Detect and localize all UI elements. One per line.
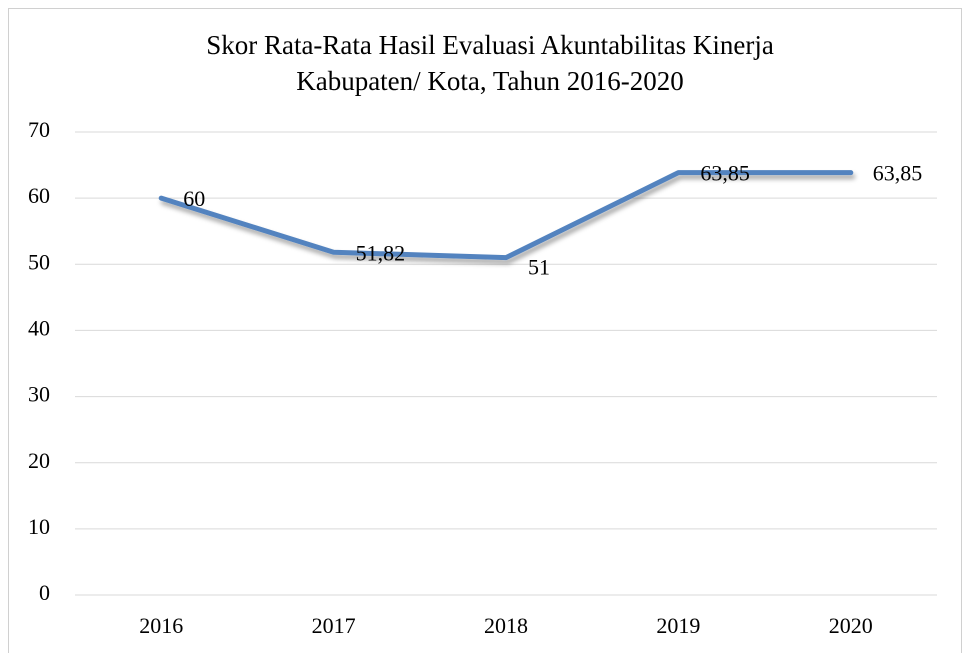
chart-title: Skor Rata-Rata Hasil Evaluasi Akuntabili… bbox=[206, 30, 774, 60]
y-tick-label: 50 bbox=[28, 249, 50, 274]
x-tick-label: 2017 bbox=[312, 613, 356, 638]
y-tick-label: 70 bbox=[28, 117, 50, 142]
line bbox=[158, 170, 854, 261]
y-tick-label: 30 bbox=[28, 382, 50, 407]
value-label: 63,85 bbox=[700, 161, 750, 186]
y-tick-label: 20 bbox=[28, 448, 50, 473]
y-tick-label: 0 bbox=[39, 580, 50, 605]
y-tick-label: 40 bbox=[28, 315, 50, 340]
value-label: 51,82 bbox=[356, 240, 406, 265]
x-tick-label: 2018 bbox=[484, 613, 528, 638]
value-label: 51 bbox=[528, 255, 550, 280]
chart-title: Kabupaten/ Kota, Tahun 2016-2020 bbox=[296, 66, 684, 96]
y-tick-label: 10 bbox=[28, 514, 50, 539]
x-tick-label: 2019 bbox=[656, 613, 700, 638]
y-tick-label: 60 bbox=[28, 183, 50, 208]
value-label: 60 bbox=[183, 186, 205, 211]
value-label: 63,85 bbox=[873, 161, 923, 186]
x-tick-label: 2016 bbox=[139, 613, 183, 638]
x-tick-label: 2020 bbox=[829, 613, 873, 638]
